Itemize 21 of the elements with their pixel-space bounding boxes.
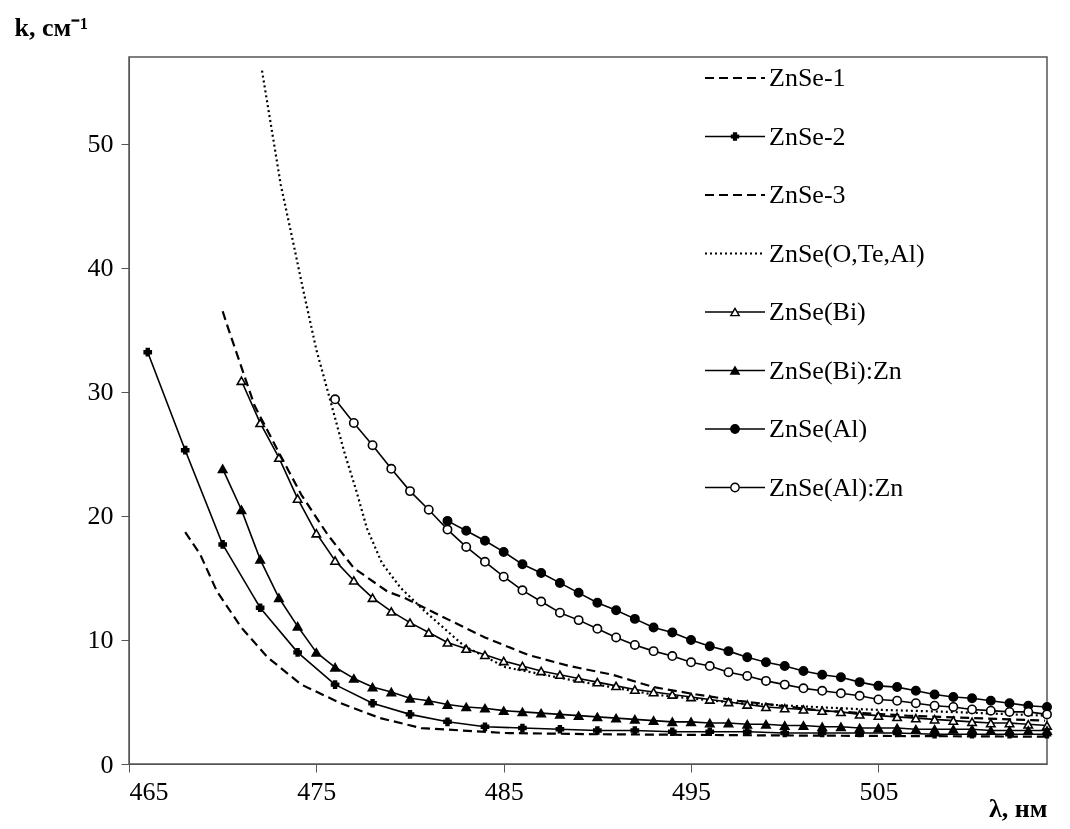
legend-label: ZnSe(Bi):Zn [769, 355, 902, 385]
x-tick-label: 465 [129, 776, 169, 806]
legend-label: ZnSe(Al):Zn [769, 472, 904, 502]
y-tick-label: 30 [87, 377, 114, 407]
y-tick-label: 0 [100, 749, 114, 779]
x-tick-label: 495 [672, 776, 712, 806]
x-tick-label: 485 [484, 776, 524, 806]
y-tick-label: 40 [87, 253, 114, 283]
legend-label: ZnSe-2 [769, 121, 846, 151]
legend-label: ZnSe-1 [769, 63, 846, 92]
legend-label: ZnSe(O,Te,Al) [769, 238, 925, 268]
y-tick-label: 10 [87, 625, 114, 655]
y-axis-title: k, см⁻¹ [14, 12, 89, 42]
x-tick-label: 505 [859, 776, 899, 806]
x-axis-title: λ, нм [989, 793, 1048, 823]
y-tick-label: 20 [87, 501, 114, 531]
x-tick-label: 475 [297, 776, 337, 806]
legend-label: ZnSe(Al) [769, 414, 868, 443]
legend-label: ZnSe(Bi) [769, 297, 866, 326]
y-tick-label: 50 [87, 129, 114, 159]
legend-label: ZnSe-3 [769, 180, 846, 209]
